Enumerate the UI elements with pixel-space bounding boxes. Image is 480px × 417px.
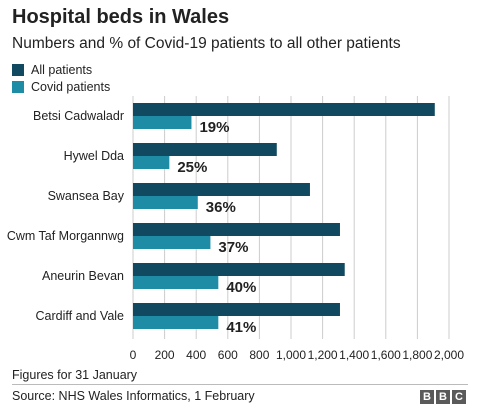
chart-title: Hospital beds in Wales: [12, 6, 230, 28]
x-tick-label: 1,600: [371, 348, 401, 362]
x-tick-label: 1,400: [339, 348, 369, 362]
x-tick-label: 400: [186, 348, 206, 362]
category-label: Cardiff and Vale: [36, 309, 125, 323]
data-label: 25%: [177, 159, 207, 176]
x-tick-label: 0: [130, 348, 137, 362]
data-label: 36%: [206, 199, 236, 216]
x-tick-label: 1,200: [308, 348, 338, 362]
bar-all-patients: [133, 303, 340, 316]
x-axis: 0 200 400 600 800 1,000 1,200 1,400 1,600 1,800 2,…: [130, 348, 465, 362]
bar-covid-patients: [133, 316, 219, 329]
x-tick-label: 2,000: [434, 348, 464, 362]
x-tick-label: 1,800: [402, 348, 432, 362]
gridlines: [132, 96, 450, 339]
bar-covid-patients: [133, 196, 198, 209]
bbc-logo: B B C: [420, 390, 466, 404]
bar-all-patients: [133, 223, 340, 236]
x-tick-label: 800: [249, 348, 269, 362]
bar-covid-patients: [133, 236, 211, 249]
legend-label-covid: Covid patients: [31, 80, 111, 94]
category-labels: Betsi Cadwaladr Hywel Dda Swansea Bay Cwm T…: [7, 109, 125, 323]
x-tick-label: 200: [155, 348, 175, 362]
data-label: 40%: [226, 279, 256, 296]
logo-letter: B: [436, 390, 450, 404]
data-label: 19%: [199, 119, 229, 136]
source-note: Source: NHS Wales Informatics, 1 Februar…: [12, 389, 255, 403]
legend: All patients Covid patients: [12, 62, 110, 96]
bars: [133, 103, 435, 329]
category-label: Swansea Bay: [48, 189, 125, 203]
bar-all-patients: [133, 143, 277, 156]
legend-item-all-patients: All patients: [12, 62, 110, 78]
bar-all-patients: [133, 183, 310, 196]
data-label: 37%: [218, 239, 248, 256]
chart-subtitle: Numbers and % of Covid-19 patients to al…: [12, 35, 401, 52]
category-label: Aneurin Bevan: [42, 269, 124, 283]
bar-covid-patients: [133, 116, 192, 129]
data-labels: 19% 25% 36% 37% 40% 41%: [177, 119, 256, 336]
category-label: Hywel Dda: [64, 149, 124, 163]
footnote: Figures for 31 January: [12, 368, 138, 382]
bar-covid-patients: [133, 276, 219, 289]
legend-swatch-all: [12, 64, 24, 76]
x-tick-label: 1,000: [276, 348, 306, 362]
bar-covid-patients: [133, 156, 170, 169]
logo-letter: B: [420, 390, 434, 404]
bar-all-patients: [133, 263, 345, 276]
bar-all-patients: [133, 103, 435, 116]
legend-swatch-covid: [12, 81, 24, 93]
data-label: 41%: [226, 319, 256, 336]
category-label: Betsi Cadwaladr: [33, 109, 124, 123]
divider: [12, 384, 468, 385]
logo-letter: C: [452, 390, 466, 404]
legend-label-all: All patients: [31, 63, 93, 77]
bar-chart: Betsi Cadwaladr Hywel Dda Swansea Bay Cwm T…: [7, 96, 465, 362]
x-tick-label: 600: [218, 348, 238, 362]
category-label: Cwm Taf Morgannwg: [7, 229, 124, 243]
legend-item-covid-patients: Covid patients: [12, 79, 110, 95]
